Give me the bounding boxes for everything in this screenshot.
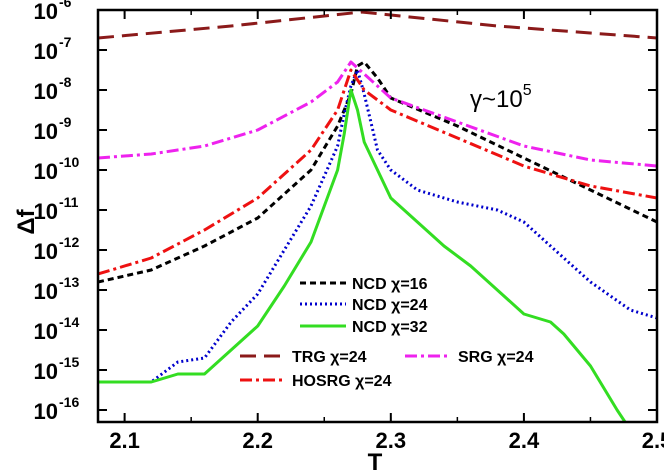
- series-line-ncd-16: [98, 60, 657, 284]
- y-tick-label-exponent: -6: [59, 0, 72, 10]
- y-tick-label: 10 -9: [34, 114, 72, 144]
- y-tick-label-exponent: -16: [59, 394, 79, 410]
- y-tick-label: 10 -8: [34, 74, 72, 104]
- y-tick-label: 10 -10: [34, 154, 80, 184]
- x-tick-label: 2.1: [109, 428, 140, 453]
- y-tick-label-exponent: -13: [59, 274, 79, 290]
- y-tick-label-exponent: -14: [59, 314, 79, 330]
- y-tick-label: 10 -11: [34, 194, 79, 224]
- series-line-trg-24: [98, 10, 657, 40]
- y-tick-label-exponent: -15: [59, 354, 79, 370]
- y-tick-label: 10 -13: [34, 274, 80, 304]
- y-tick-label-base: 10: [34, 159, 58, 184]
- legend-label: NCD χ=32: [352, 319, 428, 336]
- y-tick-label-exponent: -11: [59, 194, 79, 210]
- gamma-annotation: γ~105: [470, 82, 532, 113]
- series-line-srg-24: [98, 60, 657, 168]
- series-line-ncd-32: [98, 88, 627, 422]
- y-tick-label-exponent: -12: [59, 234, 79, 250]
- plot-series: [98, 10, 657, 422]
- y-tick-label-base: 10: [34, 119, 58, 144]
- legend: NCD χ=16 NCD χ=24 NCD χ=32 TRG χ=24 HOSRG χ=…: [240, 276, 534, 390]
- y-tick-label: 10 -6: [34, 0, 72, 24]
- legend-label: NCD χ=16: [352, 276, 428, 293]
- y-tick-label: 10 -7: [34, 34, 72, 64]
- y-tick-label: 10 -15: [34, 354, 80, 384]
- y-tick-label-exponent: -8: [59, 74, 72, 90]
- x-tick-label: 2.4: [509, 428, 540, 453]
- series-line-hosrg-24: [98, 68, 657, 276]
- gamma-annotation-base: γ~10: [470, 86, 523, 113]
- y-tick-label-base: 10: [34, 319, 58, 344]
- gamma-annotation-exponent: 5: [523, 82, 532, 99]
- x-tick-label: 2.2: [242, 428, 273, 453]
- legend-label: SRG χ=24: [458, 349, 534, 366]
- legend-label: NCD χ=24: [352, 297, 428, 314]
- legend-label: HOSRG χ=24: [292, 373, 392, 390]
- y-tick-label-base: 10: [34, 399, 58, 424]
- plot-frame: [96, 8, 659, 424]
- y-tick-label-exponent: -7: [59, 34, 72, 50]
- x-axis-label: T: [368, 449, 383, 473]
- x-tick-label: 2.3: [376, 428, 407, 453]
- y-tick-label-base: 10: [34, 239, 58, 264]
- y-tick-label-base: 10: [34, 0, 58, 24]
- y-tick-label: 10 -16: [34, 394, 80, 424]
- y-tick-label-exponent: -10: [59, 154, 79, 170]
- y-tick-label-base: 10: [34, 359, 58, 384]
- series-line-ncd-24: [98, 68, 657, 384]
- y-tick-label: 10 -12: [34, 234, 80, 264]
- y-tick-label-base: 10: [34, 79, 58, 104]
- y-axis-label: Δf: [13, 208, 40, 234]
- y-tick-label-exponent: -9: [59, 114, 72, 130]
- y-tick-label-base: 10: [34, 279, 58, 304]
- y-tick-label: 10 -14: [34, 314, 80, 344]
- y-tick-label-base: 10: [34, 199, 58, 224]
- y-tick-label-base: 10: [34, 39, 58, 64]
- x-tick-label: 2.5: [642, 428, 664, 453]
- x-tick-labels: 2.1 2.2 2.3 2.4 2.5: [109, 428, 664, 453]
- legend-label: TRG χ=24: [292, 349, 367, 366]
